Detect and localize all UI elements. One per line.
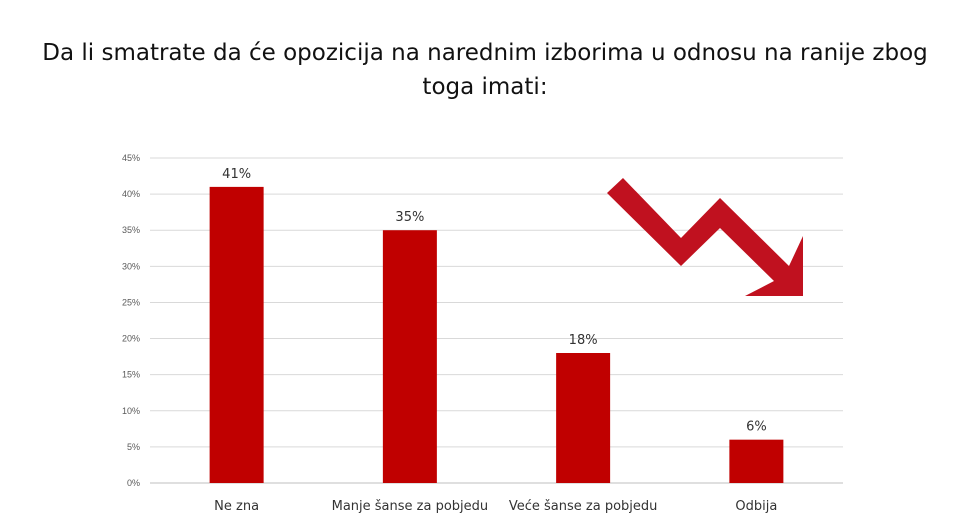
downward-trend-arrow-icon xyxy=(607,178,803,296)
category-label: Manje šanse za pobjedu xyxy=(332,499,489,514)
category-labels: Ne zna Manje šanse za pobjedu Veće šanse z… xyxy=(214,499,777,514)
y-tick-label: 35% xyxy=(122,225,140,235)
bar xyxy=(556,353,611,483)
category-label: Veće šanse za pobjedu xyxy=(509,499,658,514)
data-label: 6% xyxy=(746,420,767,435)
y-axis-tick-labels: 0% 5% 10% 15% 20% 25% 30% 35% 40% 45% xyxy=(122,153,140,488)
y-tick-label: 15% xyxy=(122,370,140,380)
y-tick-label: 5% xyxy=(127,442,140,452)
y-tick-label: 10% xyxy=(122,406,140,416)
data-label: 18% xyxy=(569,333,598,348)
bar xyxy=(729,439,784,483)
y-tick-label: 25% xyxy=(122,297,140,307)
y-tick-label: 20% xyxy=(122,334,140,344)
y-tick-label: 30% xyxy=(122,261,140,271)
category-label: Ne zna xyxy=(214,499,259,514)
data-label: 35% xyxy=(395,210,424,225)
y-tick-label: 40% xyxy=(122,189,140,199)
bars xyxy=(209,186,784,483)
chart-title: Da li smatrate da će opozicija na naredn… xyxy=(42,40,928,100)
y-tick-label: 45% xyxy=(122,153,140,163)
data-label: 41% xyxy=(222,167,251,182)
y-tick-label: 0% xyxy=(127,478,140,488)
data-labels: 41% 35% 18% 6% xyxy=(222,167,767,435)
bar xyxy=(209,186,264,483)
category-label: Odbija xyxy=(735,499,777,514)
bar xyxy=(382,230,437,483)
